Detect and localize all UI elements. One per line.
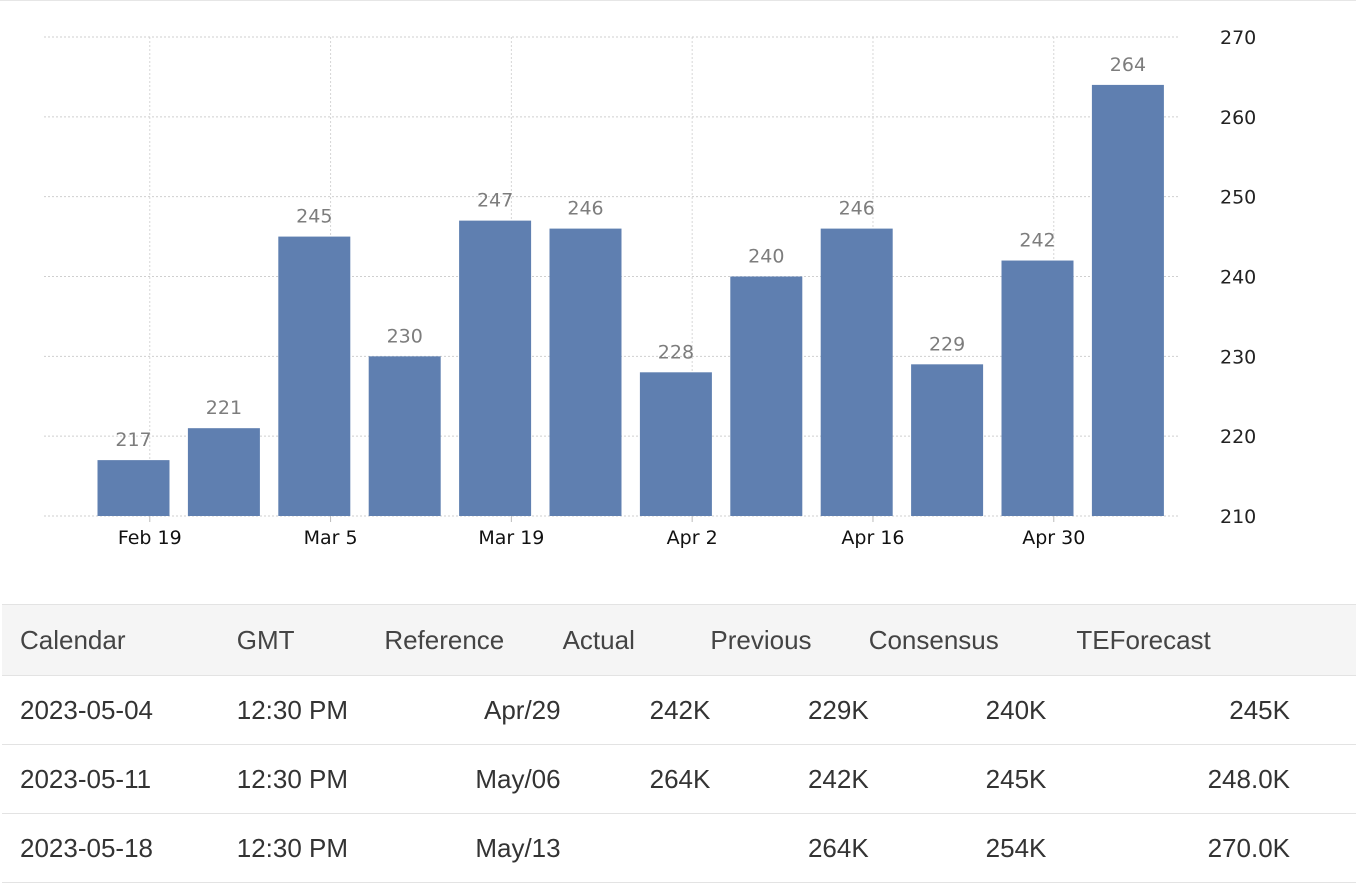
bar-value-label: 228 (658, 341, 694, 363)
y-tick-label: 220 (1220, 426, 1256, 448)
cell-gmt: 12:30 PM (236, 813, 385, 883)
y-tick-label: 230 (1220, 346, 1256, 368)
y-tick-label: 210 (1220, 506, 1256, 528)
bar-value-label: 246 (839, 198, 875, 220)
x-tick-label: Mar 19 (478, 527, 544, 549)
bar-value-label: 242 (1019, 230, 1055, 252)
x-tick-label: Apr 16 (841, 527, 904, 549)
bar-value-labels: 217 221 245 230 247 246 228 240 246 229 242 264 (115, 54, 1146, 451)
cell-previous: 229K (710, 675, 869, 745)
x-tick-label: Apr 30 (1022, 527, 1085, 549)
table-header-row: Calendar GMT Reference Actual Previous C… (2, 604, 1356, 676)
table-row: 2023-05-11 12:30 PM May/06 264K 242K 245… (2, 744, 1356, 814)
cell-reference: May/06 (384, 744, 563, 814)
table-row: 2023-05-18 12:30 PM May/13 264K 254K 270… (2, 813, 1356, 883)
bar-value-label: 221 (206, 397, 242, 419)
bar (97, 460, 170, 516)
cell-actual: 264K (562, 744, 711, 814)
header-reference: Reference (384, 604, 563, 676)
cell-previous: 242K (710, 744, 869, 814)
bar-value-label: 264 (1110, 54, 1146, 76)
cell-calendar: 2023-05-04 (2, 675, 237, 745)
header-teforecast: TEForecast (1076, 604, 1356, 676)
table-row: 2023-05-04 12:30 PM Apr/29 242K 229K 240… (2, 675, 1356, 745)
bar (278, 236, 351, 517)
x-tick-label: Apr 2 (667, 527, 718, 549)
x-tick-label: Mar 5 (304, 527, 358, 549)
bar-value-label: 240 (748, 246, 784, 268)
bar (639, 372, 712, 516)
header-actual: Actual (562, 604, 711, 676)
bar (1001, 260, 1074, 516)
bar (730, 276, 803, 516)
cell-teforecast: 245K (1076, 675, 1356, 745)
y-tick-label: 240 (1220, 267, 1256, 289)
y-axis-ticks: 210 220 230 240 250 260 270 (1220, 27, 1256, 528)
cell-calendar: 2023-05-18 (2, 813, 237, 883)
bar-value-label: 229 (929, 333, 965, 355)
x-axis-ticks: Feb 19 Mar 5 Mar 19 Apr 2 Apr 16 Apr 30 (118, 516, 1085, 549)
x-tick-label: Feb 19 (118, 527, 182, 549)
bar (187, 428, 260, 516)
y-tick-label: 260 (1220, 107, 1256, 129)
cell-consensus: 254K (868, 813, 1077, 883)
header-consensus: Consensus (868, 604, 1077, 676)
cell-gmt: 12:30 PM (236, 675, 385, 745)
bar (911, 364, 984, 516)
cell-calendar: 2023-05-11 (2, 744, 237, 814)
cell-actual: 242K (562, 675, 711, 745)
bar-chart: 217 221 245 230 247 246 228 240 246 229 242 264 Feb… (44, 27, 1256, 549)
bar-value-label: 245 (296, 206, 332, 228)
calendar-table: Calendar GMT Reference Actual Previous C… (2, 604, 1356, 883)
header-previous: Previous (710, 604, 869, 676)
bar (1091, 84, 1164, 517)
cell-reference: Apr/29 (384, 675, 563, 745)
bar (459, 220, 532, 516)
cell-teforecast: 270.0K (1076, 813, 1356, 883)
bar-value-label: 247 (477, 190, 513, 212)
cell-teforecast: 248.0K (1076, 744, 1356, 814)
bar-value-label: 230 (387, 325, 423, 347)
header-calendar: Calendar (2, 604, 237, 676)
bar (368, 356, 441, 516)
cell-consensus: 245K (868, 744, 1077, 814)
cell-gmt: 12:30 PM (236, 744, 385, 814)
top-divider (0, 0, 1356, 1)
bars (97, 84, 1164, 517)
header-gmt: GMT (236, 604, 385, 676)
y-tick-label: 270 (1220, 27, 1256, 49)
cell-consensus: 240K (868, 675, 1077, 745)
bar-value-label: 246 (567, 198, 603, 220)
bar (549, 228, 622, 516)
bar (820, 228, 893, 516)
cell-reference: May/13 (384, 813, 563, 883)
bar-value-label: 217 (115, 429, 151, 451)
cell-actual (562, 813, 711, 883)
y-tick-label: 250 (1220, 187, 1256, 209)
cell-previous: 264K (710, 813, 869, 883)
